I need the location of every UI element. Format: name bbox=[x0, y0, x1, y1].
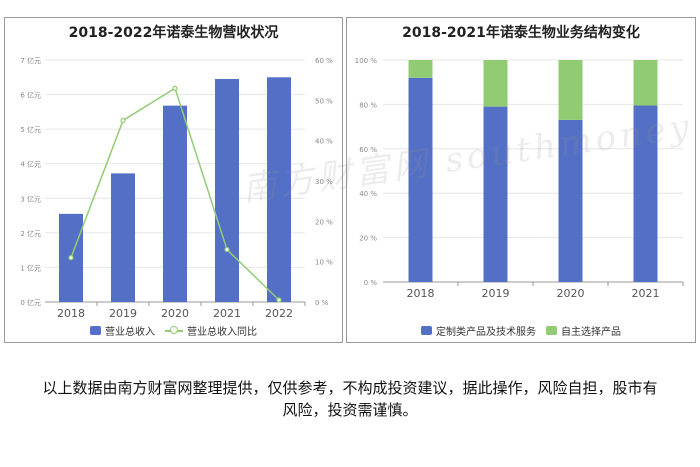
legend-swatch-yoy bbox=[165, 326, 183, 335]
legend-swatch-own bbox=[546, 326, 557, 335]
y-tick-label: 40 % bbox=[359, 190, 377, 198]
revenue-chart-panel: 2018-2022年诺泰生物营收状况 0 亿元 1 亿元 2 亿元 3 亿元 4 亿元 5… bbox=[4, 17, 343, 343]
y-right-tick-label: 60 % bbox=[315, 57, 333, 65]
y-left-tick-label: 4 亿元 bbox=[20, 160, 41, 169]
y-left-tick-label: 2 亿元 bbox=[20, 229, 41, 238]
y-right-tick-label: 10 % bbox=[315, 259, 333, 267]
legend-swatch-revenue bbox=[90, 326, 101, 335]
x-tick-label: 2020 bbox=[161, 307, 189, 320]
own-products-bar bbox=[558, 60, 583, 120]
revenue-chart-legend: 营业总收入 营业总收入同比 bbox=[5, 323, 342, 338]
own-products-bar bbox=[633, 60, 658, 106]
custom-services-bar bbox=[633, 105, 658, 282]
x-tick-label: 2020 bbox=[557, 287, 585, 300]
y-tick-label: 0 % bbox=[364, 279, 378, 287]
y-tick-label: 80 % bbox=[359, 101, 377, 109]
legend-item-revenue[interactable]: 营业总收入 bbox=[90, 323, 155, 338]
yoy-point bbox=[120, 117, 126, 124]
y-tick-label: 60 % bbox=[359, 146, 377, 154]
legend-label-revenue: 营业总收入 bbox=[105, 327, 155, 338]
y-left-tick-label: 3 亿元 bbox=[20, 194, 41, 203]
y-left-tick-label: 0 亿元 bbox=[20, 298, 41, 307]
custom-services-bar bbox=[408, 77, 433, 282]
custom-services-bar bbox=[558, 119, 583, 282]
yoy-point bbox=[224, 246, 230, 253]
y-tick-label: 20 % bbox=[359, 235, 377, 243]
y-left-tick-label: 7 亿元 bbox=[20, 56, 41, 65]
x-tick-label: 2018 bbox=[57, 307, 85, 320]
own-products-bar bbox=[483, 60, 508, 107]
y-left-tick-label: 6 亿元 bbox=[20, 91, 41, 100]
x-tick-label: 2019 bbox=[109, 307, 137, 320]
legend-label-custom: 定制类产品及技术服务 bbox=[436, 327, 536, 338]
structure-chart: 0 % 20 % 40 % 60 % 80 % 100 % 2018 2019 2020 2021 bbox=[355, 57, 684, 300]
legend-item-yoy[interactable]: 营业总收入同比 bbox=[165, 323, 257, 338]
legend-swatch-custom bbox=[421, 326, 432, 335]
yoy-point bbox=[276, 297, 282, 303]
yoy-point bbox=[172, 85, 178, 91]
y-tick-label: 100 % bbox=[355, 57, 378, 65]
y-right-tick-label: 50 % bbox=[315, 97, 333, 105]
revenue-bar bbox=[111, 173, 135, 302]
x-tick-label: 2018 bbox=[407, 287, 435, 300]
disclaimer-text: 以上数据由南方财富网整理提供，仅供参考，不构成投资建议，据此操作，风险自担，股市… bbox=[42, 379, 658, 419]
x-tick-label: 2022 bbox=[265, 307, 293, 320]
revenue-bar bbox=[267, 77, 291, 303]
x-tick-label: 2021 bbox=[632, 287, 660, 300]
own-products-bar bbox=[408, 60, 433, 78]
y-left-tick-label: 5 亿元 bbox=[20, 125, 41, 134]
x-tick-label: 2021 bbox=[213, 307, 241, 320]
legend-label-yoy: 营业总收入同比 bbox=[187, 327, 257, 338]
custom-services-bar bbox=[483, 106, 508, 283]
legend-label-own: 自主选择产品 bbox=[561, 327, 621, 338]
y-left-tick-label: 1 亿元 bbox=[20, 263, 41, 272]
y-right-tick-label: 0 % bbox=[315, 299, 329, 307]
x-tick-label: 2019 bbox=[482, 287, 510, 300]
y-right-tick-label: 20 % bbox=[315, 218, 333, 226]
revenue-chart: 0 亿元 1 亿元 2 亿元 3 亿元 4 亿元 5 亿元 6 亿元 7 亿元 0 % 10 % 2… bbox=[20, 56, 333, 320]
yoy-point bbox=[68, 255, 74, 261]
revenue-bar bbox=[163, 105, 187, 303]
revenue-chart-title: 2018-2022年诺泰生物营收状况 bbox=[68, 25, 279, 41]
legend-item-custom[interactable]: 定制类产品及技术服务 bbox=[421, 323, 536, 338]
legend-item-own[interactable]: 自主选择产品 bbox=[546, 323, 621, 338]
structure-chart-legend: 定制类产品及技术服务 自主选择产品 bbox=[347, 323, 695, 338]
y-right-tick-label: 40 % bbox=[315, 138, 333, 146]
structure-chart-title: 2018-2021年诺泰生物业务结构变化 bbox=[402, 25, 640, 41]
structure-chart-panel: 2018-2021年诺泰生物业务结构变化 0 % 20 % 40 % 60 % 80 %… bbox=[346, 17, 696, 343]
y-right-tick-label: 30 % bbox=[315, 178, 333, 186]
revenue-bar bbox=[215, 79, 239, 302]
